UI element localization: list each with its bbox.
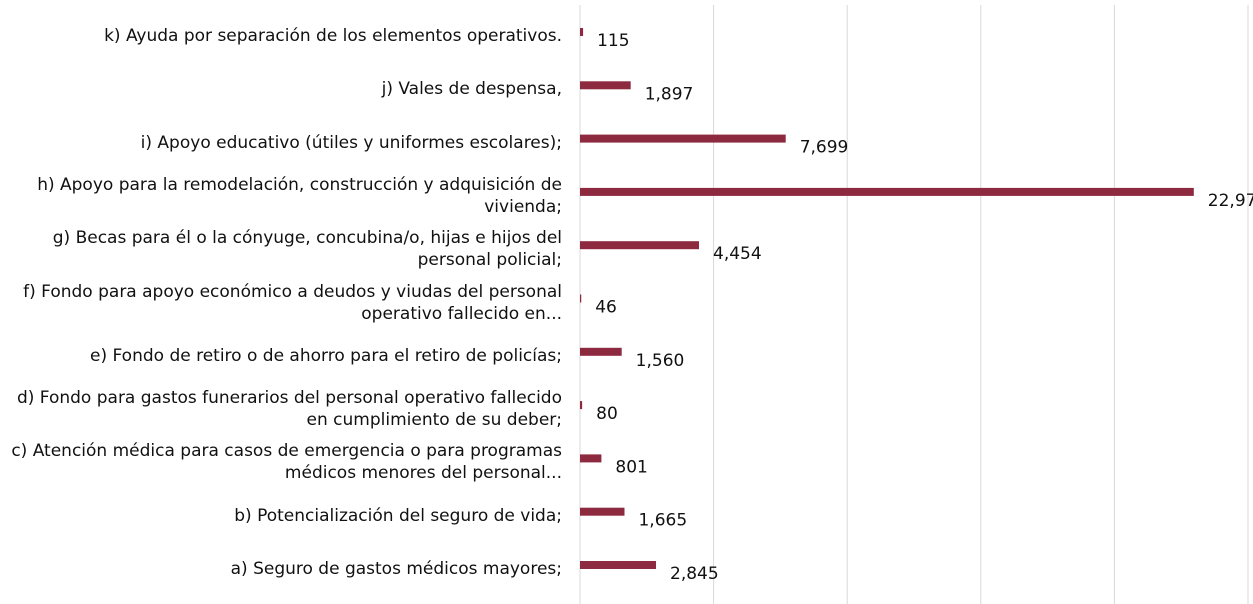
- category-label: k) Ayuda por separación de los elementos…: [104, 26, 562, 46]
- category-label: g) Becas para él o la cónyuge, concubina…: [52, 228, 562, 271]
- category-label: i) Apoyo educativo (útiles y uniformes e…: [140, 132, 562, 153]
- bar: [580, 294, 582, 303]
- category-label: b) Potencialización del seguro de vida;: [234, 505, 562, 526]
- value-label: 2,845: [670, 564, 719, 584]
- value-label: 7,699: [800, 138, 849, 158]
- bar: [580, 134, 786, 143]
- value-label: 46: [595, 298, 617, 318]
- category-label: f) Fondo para apoyo económico a deudos y…: [23, 281, 562, 324]
- value-label: 4,454: [713, 244, 762, 264]
- value-label: 801: [615, 457, 647, 477]
- bar: [580, 347, 622, 356]
- value-label: 22,972: [1208, 191, 1253, 211]
- value-label: 1,665: [638, 511, 687, 531]
- bar: [580, 28, 584, 36]
- value-label: 115: [597, 31, 629, 51]
- bar: [580, 454, 602, 463]
- category-label: c) Atención médica para casos de emergen…: [11, 441, 562, 484]
- bar: [580, 561, 657, 569]
- category-label: j) Vales de despensa,: [381, 79, 562, 100]
- category-label: a) Seguro de gastos médicos mayores;: [230, 559, 562, 579]
- category-label: d) Fondo para gastos funerarios del pers…: [16, 388, 562, 431]
- bar: [580, 187, 1194, 196]
- bar: [580, 81, 631, 90]
- bar: [580, 507, 625, 516]
- category-label: e) Fondo de retiro o de ahorro para el r…: [90, 345, 562, 366]
- bar: [580, 401, 583, 410]
- bar: [580, 241, 700, 250]
- value-label: 1,560: [636, 351, 685, 371]
- category-label: h) Apoyo para la remodelación, construcc…: [37, 174, 562, 217]
- value-label: 80: [596, 404, 618, 424]
- value-label: 1,897: [645, 84, 694, 104]
